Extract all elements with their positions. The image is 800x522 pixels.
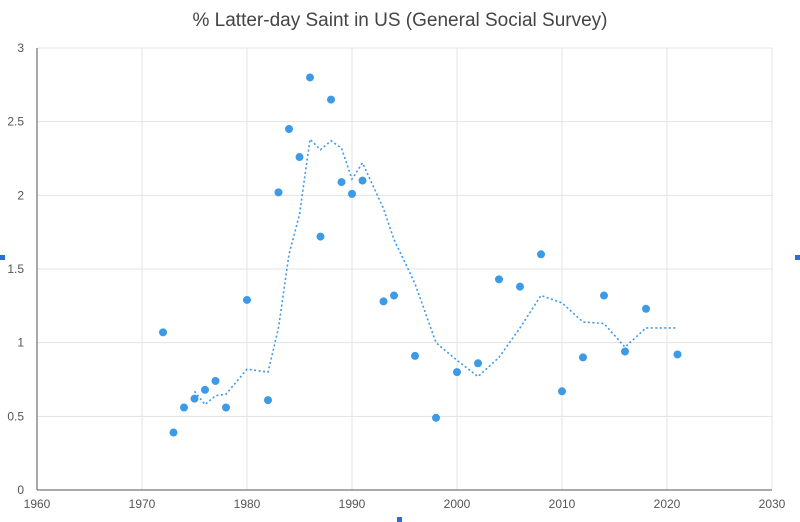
y-tick-label: 2.5 (7, 115, 24, 129)
y-tick-label: 1 (17, 336, 24, 350)
data-point (348, 189, 356, 198)
resize-handle-bottom[interactable] (397, 517, 402, 522)
data-point (190, 394, 199, 403)
x-tick-label: 1980 (234, 497, 261, 511)
data-point (295, 153, 304, 162)
x-tick-label: 2030 (759, 497, 786, 511)
data-point (537, 250, 545, 259)
data-point (558, 387, 566, 396)
data-point (474, 359, 482, 368)
data-point (274, 188, 283, 197)
y-tick-label: 0.5 (7, 409, 24, 423)
data-point (432, 413, 440, 422)
trendline-layer (193, 137, 678, 406)
data-point (316, 232, 325, 241)
data-point (211, 376, 220, 385)
y-tick-label: 3 (17, 41, 24, 55)
x-tick-label: 2000 (444, 497, 471, 511)
x-tick-labels: 1960 1970 1980 1990 2000 2010 2020 2030 (24, 497, 786, 511)
y-tick-label: 0 (17, 483, 24, 497)
data-point (358, 176, 367, 185)
data-points (159, 73, 682, 437)
trendline (193, 137, 678, 406)
data-point (169, 428, 178, 437)
data-point (201, 385, 209, 394)
y-tick-label: 2 (17, 188, 24, 202)
data-point (673, 350, 682, 359)
data-point (285, 125, 293, 134)
data-point (306, 73, 314, 82)
chart-title: % Latter-day Saint in US (General Social… (192, 10, 607, 31)
data-point (390, 291, 398, 300)
data-point (495, 275, 503, 284)
data-point (600, 291, 608, 300)
axes (36, 48, 772, 491)
y-tick-label: 1.5 (7, 262, 24, 276)
data-point (453, 368, 461, 377)
x-tick-label: 1960 (24, 497, 51, 511)
x-tick-label: 2010 (549, 497, 576, 511)
data-point (411, 351, 419, 360)
y-tick-labels: 0 0.5 1 1.5 2 2.5 3 (7, 41, 24, 497)
data-point (243, 295, 251, 304)
x-tick-label: 2020 (654, 497, 681, 511)
resize-handle-left[interactable] (0, 255, 5, 260)
data-point (516, 282, 524, 291)
gridlines (37, 47, 773, 490)
data-point (579, 353, 587, 362)
data-point (379, 297, 388, 306)
data-point (264, 396, 272, 405)
data-point (337, 178, 346, 187)
data-point (159, 328, 167, 337)
data-point (180, 403, 188, 412)
resize-handle-right[interactable] (795, 255, 800, 260)
data-point (222, 403, 230, 412)
x-tick-label: 1970 (129, 497, 156, 511)
data-point (327, 95, 335, 104)
x-tick-label: 1990 (339, 497, 366, 511)
data-point (621, 347, 629, 356)
data-point (642, 304, 650, 313)
